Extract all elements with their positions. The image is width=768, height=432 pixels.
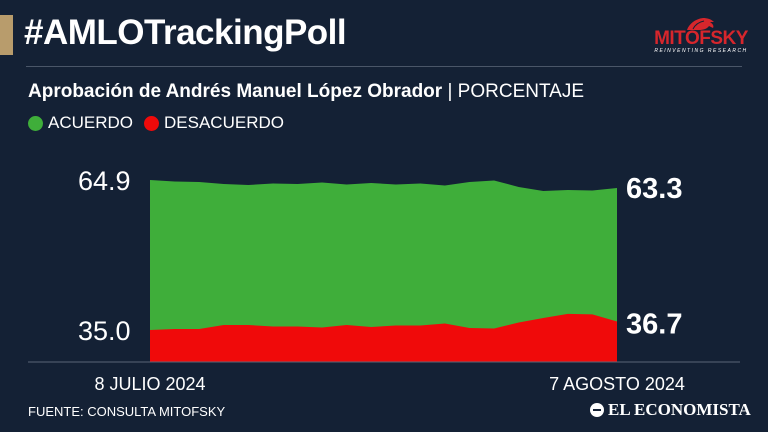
horse-head-icon — [687, 18, 714, 30]
source-note: FUENTE: CONSULTA MITOFSKY — [28, 404, 226, 419]
subtitle-main: Aprobación de Andrés Manuel López Obrado… — [28, 81, 443, 102]
subtitle-unit: PORCENTAJE — [457, 81, 585, 102]
mitofsky-logo: MITOFSKY REINVENTING RESEARCH — [652, 16, 750, 54]
page-title: #AMLOTrackingPoll — [24, 13, 347, 52]
subtitle-separator: | — [447, 81, 453, 102]
legend-dot-acuerdo — [28, 115, 43, 131]
chart-subtitle: Aprobación de Andrés Manuel López Obrado… — [28, 81, 584, 103]
brand-name: MITOFSKY — [654, 28, 748, 49]
accent-bar — [0, 15, 13, 55]
brand-tagline: REINVENTING RESEARCH — [654, 48, 748, 54]
end-label-desacuerdo: 36.7 — [626, 308, 682, 340]
legend-label-desacuerdo: DESACUERDO — [164, 113, 284, 132]
header-divider — [26, 66, 742, 67]
publisher-logo: EL ECONOMISTA — [590, 400, 751, 420]
x-tick-label-start: 8 JULIO 2024 — [94, 374, 205, 394]
publisher-name: EL ECONOMISTA — [608, 400, 751, 419]
end-label-acuerdo: 63.3 — [626, 173, 682, 205]
series-area-acuerdo — [150, 180, 617, 362]
y-tick-label-top: 64.9 — [78, 166, 131, 196]
y-tick-label-bottom: 35.0 — [78, 316, 131, 346]
legend-dot-desacuerdo — [144, 115, 160, 131]
legend: ACUERDO DESACUERDO — [28, 113, 295, 133]
x-tick-label-end: 7 AGOSTO 2024 — [549, 374, 685, 394]
legend-item-desacuerdo: DESACUERDO — [144, 113, 284, 133]
legend-item-acuerdo: ACUERDO — [28, 113, 133, 133]
legend-label-acuerdo: ACUERDO — [48, 113, 134, 132]
series-area-desacuerdo — [150, 313, 617, 362]
globe-icon — [590, 403, 604, 417]
